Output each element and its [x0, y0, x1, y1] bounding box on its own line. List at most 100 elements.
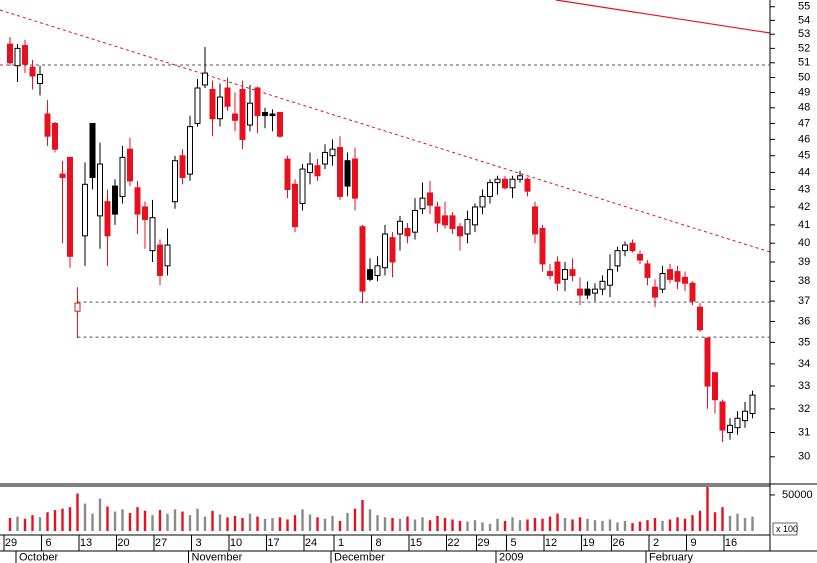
- candle-body: [734, 417, 741, 429]
- month-label: October: [19, 551, 58, 563]
- candle-body: [29, 66, 36, 77]
- x-tick-label: 3: [195, 537, 201, 549]
- y-tick-label: 45: [798, 150, 810, 162]
- volume-bar: [203, 516, 207, 531]
- candle-body: [164, 244, 171, 267]
- candle-body: [187, 126, 193, 175]
- candle-body: [554, 261, 561, 284]
- candle-body: [479, 195, 486, 208]
- y-tick-label: 47: [798, 117, 810, 129]
- candle-body: [352, 158, 358, 199]
- volume-bar: [278, 517, 282, 531]
- x-tick-label: 29: [477, 537, 489, 549]
- volume-bar: [676, 517, 679, 531]
- x-tick-label: 15: [410, 537, 422, 549]
- volume-bar: [263, 518, 267, 531]
- candle-body: [524, 178, 531, 192]
- candle-body: [494, 178, 501, 184]
- volume-bar: [53, 510, 57, 531]
- volume-bar: [98, 498, 102, 531]
- y-tick-label: 40: [798, 237, 810, 249]
- candle-body: [637, 253, 643, 261]
- y-tick-label: 35: [798, 336, 810, 348]
- candle-body: [389, 237, 396, 263]
- volume-bar: [713, 512, 717, 531]
- y-tick-label: 39: [798, 256, 810, 268]
- candle-body: [44, 113, 51, 137]
- volume-bar: [308, 514, 312, 531]
- candle-body: [134, 187, 141, 215]
- candle-body: [659, 273, 666, 290]
- candle-body: [344, 160, 351, 187]
- candle-body: [172, 160, 178, 203]
- y-tick-label: 41: [798, 219, 810, 231]
- volume-bar: [451, 519, 454, 531]
- volume-bar: [383, 517, 387, 531]
- candle-body: [209, 88, 216, 120]
- candle-body: [614, 250, 621, 267]
- volume-bar: [113, 511, 117, 531]
- volume-bar: [518, 520, 522, 531]
- candle-body: [697, 306, 703, 331]
- candle-body: [329, 148, 336, 157]
- volume-bar: [443, 518, 447, 531]
- x-tick-label: 17: [267, 537, 279, 549]
- month-label: February: [649, 551, 694, 563]
- candle-body: [457, 226, 463, 237]
- volume-bar: [721, 507, 724, 531]
- candle-body: [719, 401, 726, 431]
- x-tick-label: 10: [230, 537, 242, 549]
- volume-bar: [668, 519, 672, 531]
- y-tick-label: 36: [798, 315, 810, 327]
- volume-bar: [623, 520, 627, 531]
- volume-bar: [608, 519, 612, 531]
- candle-body: [359, 226, 366, 292]
- x-tick-label: 26: [612, 537, 624, 549]
- candle-body: [82, 183, 88, 237]
- y-tick-label: 52: [798, 42, 810, 54]
- candle-body: [577, 288, 583, 296]
- candle-body: [179, 155, 186, 179]
- x-tick-label: 1: [338, 537, 344, 549]
- volume-bar: [286, 519, 289, 531]
- volume-bar: [376, 515, 379, 531]
- y-tick-label: 46: [798, 133, 810, 145]
- candle-body: [194, 87, 201, 124]
- volume-bar: [121, 509, 124, 531]
- candle-body: [742, 410, 748, 422]
- candle-body: [142, 206, 148, 220]
- y-tick-label: 30: [798, 451, 810, 463]
- volume-tick-label: 50000: [782, 489, 813, 501]
- volume-bar: [211, 510, 214, 531]
- volume-bar: [481, 522, 484, 531]
- volume-bar: [16, 516, 19, 531]
- volume-bar: [533, 518, 537, 531]
- candle-body: [487, 182, 493, 197]
- candle-body: [539, 227, 546, 265]
- y-tick-label: 50: [798, 71, 810, 83]
- volume-bar: [83, 503, 87, 531]
- y-tick-label: 55: [798, 1, 810, 13]
- volume-bar: [586, 518, 589, 531]
- x-tick-label: 16: [725, 537, 737, 549]
- candle-body: [89, 122, 96, 179]
- candle-body: [22, 45, 28, 65]
- volume-bar: [181, 511, 184, 531]
- trend-line: [555, 0, 771, 34]
- x-tick-label: 19: [582, 537, 594, 549]
- candle-body: [307, 163, 313, 173]
- y-tick-label: 31: [798, 426, 810, 438]
- candle-body: [74, 302, 81, 312]
- volume-bar: [368, 509, 372, 531]
- trend-line: [0, 9, 771, 253]
- candle-body: [607, 269, 613, 286]
- y-tick-label: 42: [798, 201, 810, 213]
- candle-body: [254, 87, 261, 117]
- volume-bar: [541, 518, 544, 531]
- volume-bar: [593, 520, 597, 531]
- y-tick-label: 44: [798, 166, 810, 178]
- volume-bar: [406, 516, 409, 531]
- volume-bar: [646, 520, 649, 531]
- x-tick-label: 20: [117, 537, 129, 549]
- candle-body: [592, 288, 598, 294]
